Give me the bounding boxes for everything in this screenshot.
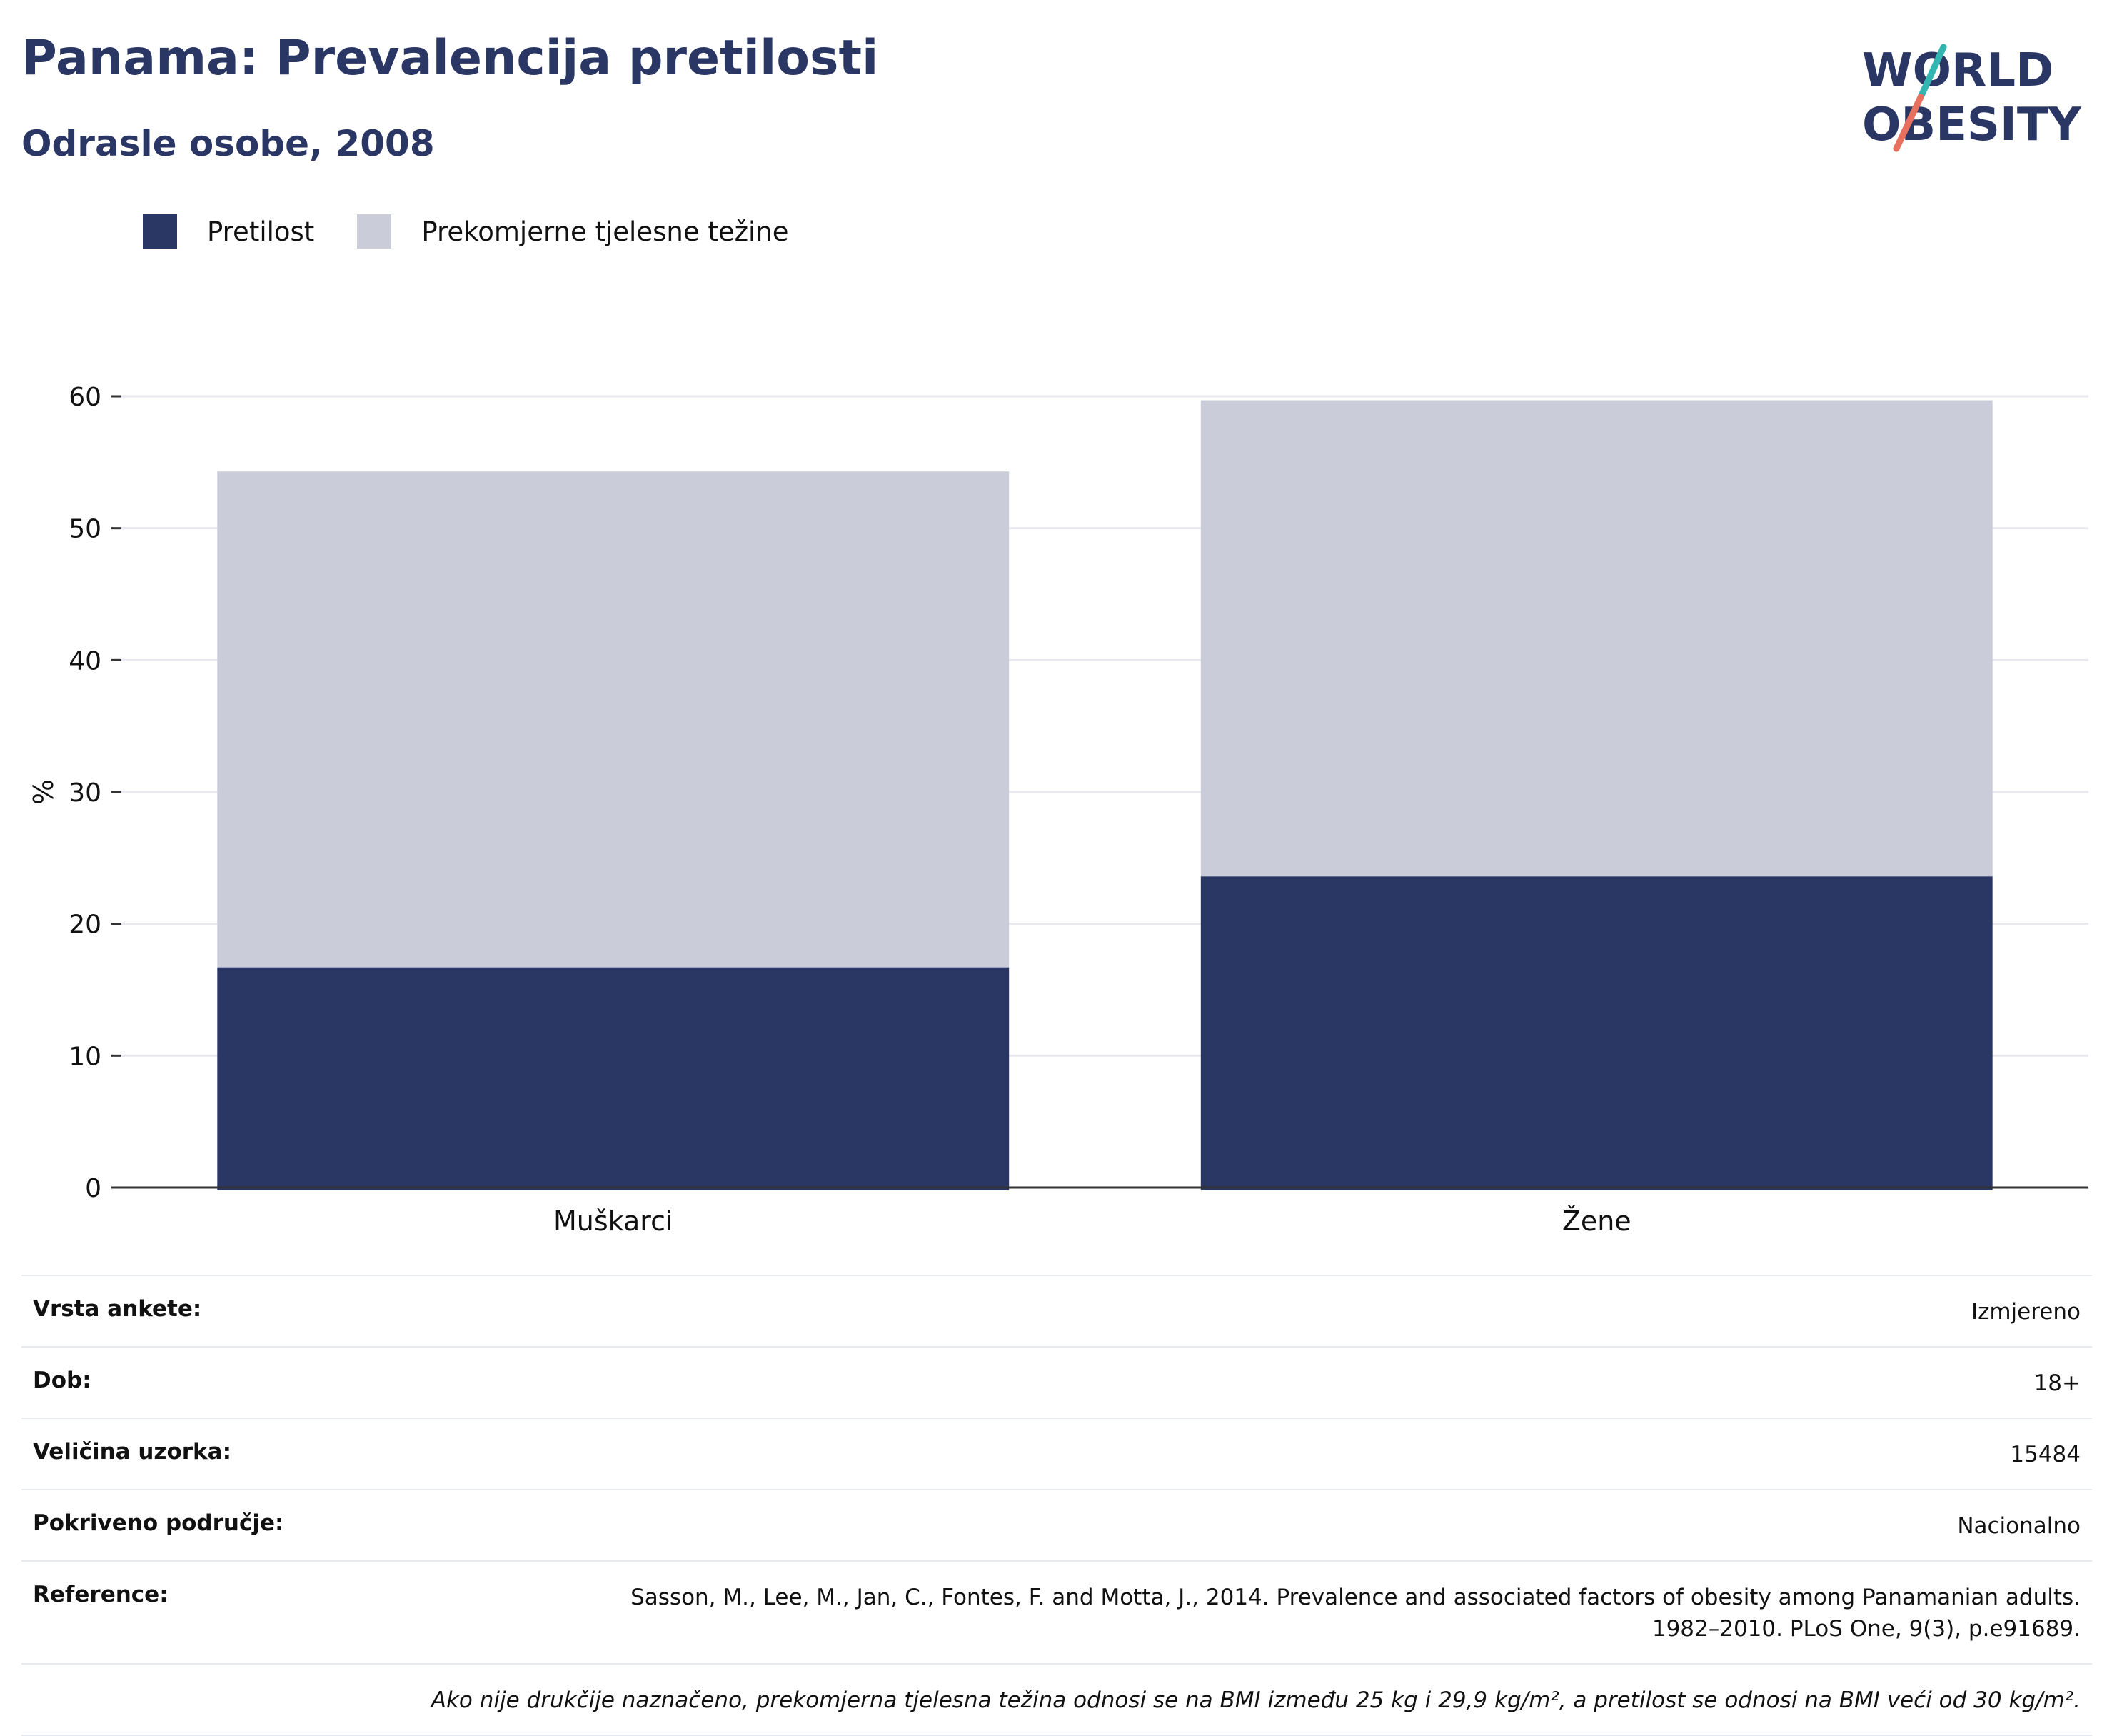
logo-slash-teal [1917, 44, 1947, 101]
bar-chart: 0 10 20 30 40 50 60% Muškarci Žene [28, 383, 2088, 1237]
info-value: Nacionalno [1957, 1513, 2081, 1539]
footnote: Ako nije drukčije naznačeno, prekomjerna… [431, 1687, 2081, 1713]
legend-label-obesity: Pretilost [207, 216, 315, 247]
info-value: 18+ [2033, 1370, 2081, 1396]
info-value: 15484 [2010, 1442, 2081, 1467]
y-tick-label: 20 [69, 910, 101, 940]
info-label: Vrsta ankete: [33, 1296, 202, 1322]
world-obesity-logo: WORLD OBESITY [1862, 44, 2081, 152]
info-label: Reference: [33, 1582, 169, 1607]
info-label: Pokriveno područje: [33, 1510, 284, 1536]
legend-swatch-overweight [357, 214, 392, 249]
info-label: Dob: [33, 1368, 91, 1393]
info-row-reference: Reference: Sasson, M., Lee, M., Jan, C.,… [21, 1560, 2092, 1663]
info-value: Izmjereno [1971, 1299, 2081, 1325]
bar-obesity [1200, 876, 1993, 1190]
x-tick-label: Muškarci [553, 1205, 673, 1237]
legend-item-obesity[interactable]: Pretilost [143, 214, 314, 249]
legend-item-overweight[interactable]: Prekomjerne tjelesne težine [357, 214, 789, 249]
y-tick-label: 30 [69, 778, 101, 808]
info-row-sample-size: Veličina uzorka: 15484 [21, 1418, 2092, 1489]
legend-label-overweight: Prekomjerne tjelesne težine [421, 216, 789, 247]
y-tick-label: 50 [69, 515, 101, 544]
logo-text-world: WORLD [1862, 44, 2053, 97]
legend-swatch-obesity [143, 214, 177, 249]
bar-obesity [217, 967, 1010, 1190]
bar-overweight [1200, 400, 1993, 877]
y-axis-label: % [28, 779, 59, 805]
info-row-age: Dob: 18+ [21, 1346, 2092, 1418]
x-tick-label: Žene [1562, 1205, 1631, 1237]
bar-overweight [217, 471, 1010, 968]
chart-subtitle: Odrasle osobe, 2008 [21, 123, 435, 164]
logo-slash-red [1893, 94, 1924, 152]
footnote-row: Ako nije drukčije naznačeno, prekomjerna… [21, 1663, 2092, 1735]
info-value: Sasson, M., Lee, M., Jan, C., Fontes, F.… [630, 1585, 2081, 1642]
y-tick-label: 0 [85, 1174, 101, 1203]
survey-info-table: Vrsta ankete: Izmjereno Dob: 18+ Veličin… [21, 1275, 2092, 1736]
chart-legend: Pretilost Prekomjerne tjelesne težine [143, 214, 832, 249]
info-label: Veličina uzorka: [33, 1439, 231, 1465]
logo-text-obesity: OBESITY [1862, 99, 2081, 151]
y-tick-label: 60 [69, 383, 101, 412]
info-row-coverage: Pokriveno područje: Nacionalno [21, 1489, 2092, 1560]
y-tick-label: 40 [69, 646, 101, 676]
y-tick-label: 10 [69, 1042, 101, 1071]
info-row-survey-type: Vrsta ankete: Izmjereno [21, 1275, 2092, 1346]
chart-title: Panama: Prevalencija pretilosti [21, 30, 879, 86]
